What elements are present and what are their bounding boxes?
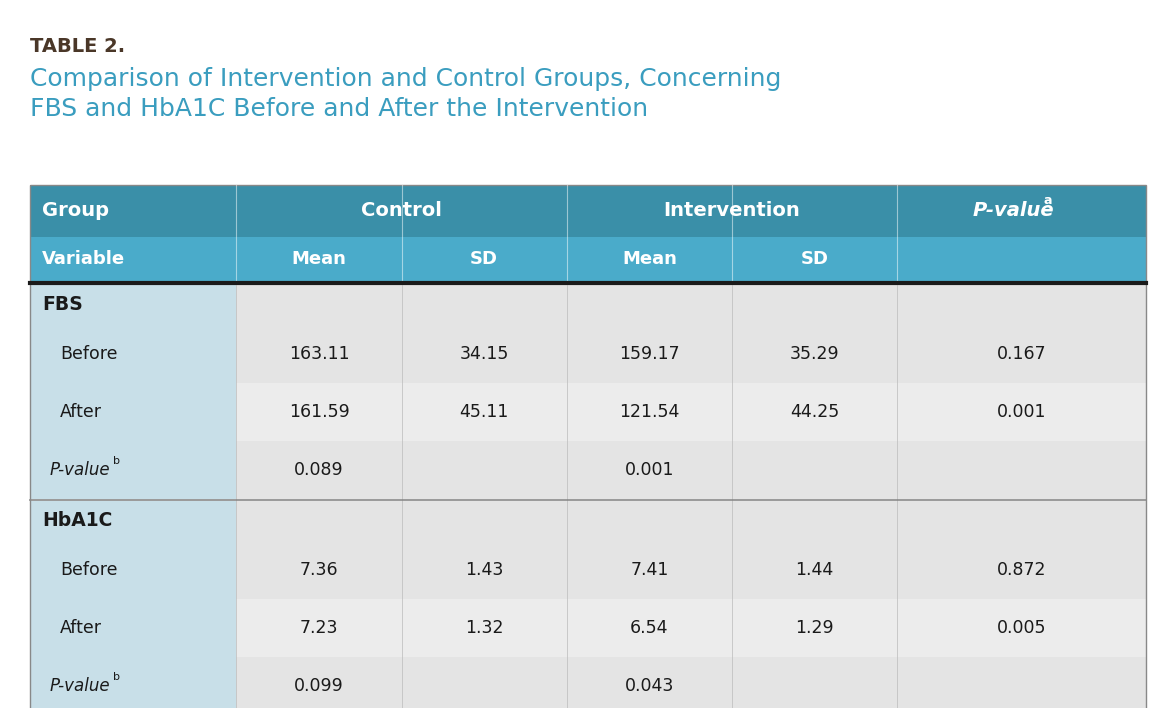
Bar — [31, 501, 1145, 541]
Text: 0.043: 0.043 — [624, 677, 674, 695]
Text: P-value: P-value — [51, 461, 111, 479]
Text: Before: Before — [60, 561, 118, 579]
Text: 34.15: 34.15 — [460, 345, 509, 363]
Bar — [31, 325, 1145, 383]
Text: TABLE 2.: TABLE 2. — [31, 37, 125, 56]
Text: b: b — [113, 456, 120, 466]
Text: 1.43: 1.43 — [465, 561, 503, 579]
Text: 7.36: 7.36 — [300, 561, 339, 579]
Text: Group: Group — [42, 202, 109, 220]
Text: SD: SD — [470, 251, 499, 268]
Bar — [31, 237, 1145, 282]
Text: SD: SD — [801, 251, 829, 268]
Bar — [31, 285, 1145, 325]
Bar — [31, 441, 236, 499]
Text: Control: Control — [361, 202, 442, 220]
Bar — [31, 501, 236, 541]
Text: Variable: Variable — [42, 251, 125, 268]
Text: 0.872: 0.872 — [997, 561, 1047, 579]
Bar — [31, 657, 236, 708]
Text: 0.167: 0.167 — [997, 345, 1047, 363]
Text: 159.17: 159.17 — [619, 345, 680, 363]
Text: 7.23: 7.23 — [300, 619, 339, 637]
Text: 0.005: 0.005 — [997, 619, 1047, 637]
Bar — [31, 657, 1145, 708]
Text: After: After — [60, 619, 102, 637]
Text: P-value: P-value — [51, 677, 111, 695]
Bar — [31, 185, 1145, 237]
Text: 0.001: 0.001 — [624, 461, 674, 479]
Text: HbA1C: HbA1C — [42, 511, 113, 530]
Text: 0.001: 0.001 — [997, 403, 1047, 421]
Text: Mean: Mean — [622, 251, 677, 268]
Text: 163.11: 163.11 — [289, 345, 349, 363]
Bar — [31, 599, 236, 657]
Text: 161.59: 161.59 — [288, 403, 349, 421]
Text: Before: Before — [60, 345, 118, 363]
Text: 35.29: 35.29 — [790, 345, 840, 363]
Text: Mean: Mean — [292, 251, 347, 268]
Text: Intervention: Intervention — [663, 202, 801, 220]
Bar — [31, 285, 236, 325]
Text: 0.089: 0.089 — [294, 461, 343, 479]
Text: 1.29: 1.29 — [795, 619, 834, 637]
Bar — [31, 325, 236, 383]
Bar — [31, 599, 1145, 657]
Bar — [31, 383, 236, 441]
Bar — [31, 441, 1145, 499]
Text: 1.44: 1.44 — [795, 561, 834, 579]
Text: 7.41: 7.41 — [630, 561, 669, 579]
Text: FBS and HbA1C Before and After the Intervention: FBS and HbA1C Before and After the Inter… — [31, 97, 648, 121]
Text: P-value: P-value — [973, 202, 1055, 220]
Text: Comparison of Intervention and Control Groups, Concerning: Comparison of Intervention and Control G… — [31, 67, 781, 91]
Bar — [31, 383, 1145, 441]
Text: 1.32: 1.32 — [465, 619, 503, 637]
Text: 44.25: 44.25 — [790, 403, 840, 421]
Text: After: After — [60, 403, 102, 421]
Text: b: b — [113, 672, 120, 682]
Bar — [31, 541, 236, 599]
Text: 6.54: 6.54 — [630, 619, 669, 637]
Text: 0.099: 0.099 — [294, 677, 343, 695]
Text: 121.54: 121.54 — [620, 403, 680, 421]
Text: FBS: FBS — [42, 295, 82, 314]
Text: a: a — [1043, 195, 1051, 207]
Bar — [31, 541, 1145, 599]
Bar — [31, 185, 1145, 708]
Text: 45.11: 45.11 — [460, 403, 509, 421]
